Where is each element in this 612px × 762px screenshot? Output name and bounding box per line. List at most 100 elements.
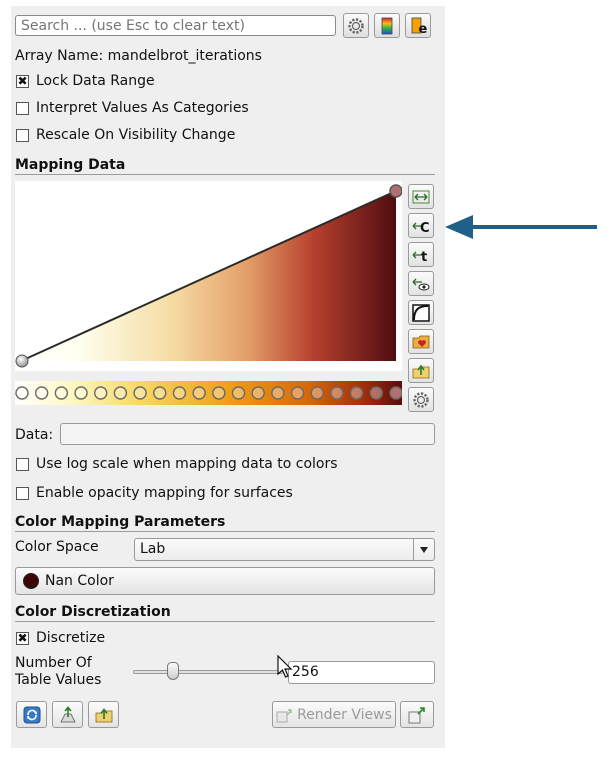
gear-icon	[413, 391, 429, 408]
table-values-label-line2: Table Values	[15, 672, 102, 688]
color-node[interactable]	[310, 386, 324, 400]
nan-color-label: Nan Color	[45, 573, 114, 589]
color-space-select[interactable]: Lab	[134, 538, 435, 561]
opacity-transfer-function-editor[interactable]	[15, 181, 402, 371]
render-views-icon	[276, 708, 292, 722]
color-node[interactable]	[34, 386, 49, 400]
restore-defaults-button[interactable]	[88, 701, 119, 728]
color-mapping-divider	[15, 531, 435, 532]
color-node[interactable]	[369, 386, 384, 400]
render-views-label: Render Views	[297, 706, 392, 723]
color-legend-icon	[381, 17, 393, 34]
choose-preset-button[interactable]	[408, 329, 434, 354]
rescale-to-visible-range-button[interactable]	[408, 271, 434, 296]
visible-range-eye-icon	[412, 278, 430, 290]
mapping-data-heading: Mapping Data	[15, 157, 126, 173]
toggle-color-legend-button[interactable]	[374, 13, 400, 38]
svg-text:t: t	[421, 250, 427, 263]
update-ranges-button[interactable]	[16, 701, 47, 728]
choose-preset-curve-button[interactable]	[408, 300, 434, 325]
edit-color-legend-button[interactable]: e	[405, 13, 431, 38]
color-node[interactable]	[192, 386, 206, 400]
log-scale-checkbox[interactable]	[16, 458, 29, 471]
nan-color-swatch	[23, 573, 39, 589]
data-label: Data:	[15, 427, 54, 443]
lock-data-range-label: Lock Data Range	[36, 73, 155, 89]
color-node[interactable]	[94, 386, 108, 400]
color-node[interactable]	[15, 386, 29, 400]
discretize-checkbox[interactable]: ✖	[16, 631, 29, 645]
color-node[interactable]	[212, 386, 226, 400]
save-as-default-button[interactable]	[52, 701, 83, 728]
discretize-label: Discretize	[36, 630, 106, 646]
table-values-slider-handle[interactable]	[167, 662, 179, 680]
opacity-mapping-label: Enable opacity mapping for surfaces	[36, 485, 293, 501]
color-node[interactable]	[389, 386, 402, 400]
color-discretization-heading: Color Discretization	[15, 604, 171, 620]
presets-heart-icon	[412, 335, 430, 348]
advanced-settings-gear-button[interactable]	[408, 387, 434, 412]
folder-arrow-icon	[95, 707, 112, 722]
color-space-label: Color Space	[15, 539, 99, 555]
color-node[interactable]	[153, 386, 167, 400]
save-default-icon	[59, 705, 76, 722]
render-views-button[interactable]: Render Views	[272, 701, 396, 728]
opacity-mapping-checkbox[interactable]	[16, 487, 29, 500]
auto-render-toggle-button[interactable]	[400, 701, 434, 728]
refresh-icon	[23, 706, 40, 723]
table-values-slider-track[interactable]	[133, 670, 283, 674]
annotation-arrow-head	[445, 215, 473, 239]
color-node[interactable]	[251, 386, 265, 400]
interpret-categories-checkbox[interactable]	[16, 102, 29, 115]
annotation-arrow-shaft	[469, 225, 597, 229]
folder-arrow-icon	[412, 364, 430, 378]
lock-data-range-checkbox[interactable]: ✖	[16, 74, 29, 88]
color-node[interactable]	[133, 386, 147, 400]
table-values-value: 256	[292, 664, 319, 680]
array-name-label: Array Name: mandelbrot_iterations	[15, 48, 262, 64]
color-node[interactable]	[349, 386, 364, 400]
rescale-range-icon	[412, 190, 430, 203]
rescale-visibility-checkbox[interactable]	[16, 129, 29, 142]
nan-color-button[interactable]: Nan Color	[15, 567, 435, 595]
color-map-editor-panel: e Array Name: mandelbrot_iterations ✖ Lo…	[11, 6, 445, 748]
color-transfer-function-bar[interactable]	[15, 379, 402, 407]
svg-text:C: C	[420, 221, 430, 234]
table-values-label-line1: Number Of	[15, 655, 92, 671]
color-node[interactable]	[113, 386, 128, 400]
curve-icon	[412, 303, 430, 322]
temporal-range-t-icon: t	[412, 250, 427, 263]
svg-text:e: e	[419, 22, 428, 35]
rescale-to-custom-range-button[interactable]: C	[408, 213, 434, 238]
color-node[interactable]	[74, 386, 88, 400]
color-node[interactable]	[290, 386, 305, 400]
data-value-field[interactable]	[60, 423, 435, 445]
color-node[interactable]	[172, 386, 187, 400]
color-node[interactable]	[271, 386, 285, 400]
table-values-input[interactable]: 256	[288, 661, 435, 684]
color-mapping-heading: Color Mapping Parameters	[15, 514, 226, 530]
mapping-data-divider	[15, 174, 435, 175]
opacity-node[interactable]	[389, 184, 402, 198]
gear-icon	[348, 17, 364, 34]
edit-color-legend-icon: e	[411, 17, 428, 35]
color-gradient	[15, 381, 402, 405]
custom-range-c-icon: C	[412, 221, 430, 234]
dropdown-toggle[interactable]	[413, 539, 434, 560]
chevron-down-icon	[420, 546, 428, 553]
color-discretization-divider	[15, 621, 435, 622]
opacity-node[interactable]	[15, 354, 29, 368]
annotation-arrow	[445, 215, 597, 239]
advanced-gear-button[interactable]	[343, 13, 369, 38]
rescale-to-temporal-range-button[interactable]: t	[408, 242, 434, 267]
auto-render-icon	[408, 706, 425, 723]
search-input[interactable]	[15, 15, 336, 36]
color-space-value: Lab	[140, 541, 166, 557]
log-scale-label: Use log scale when mapping data to color…	[36, 456, 338, 472]
color-node[interactable]	[330, 386, 344, 400]
mouse-cursor-icon	[277, 655, 293, 678]
color-node[interactable]	[231, 386, 246, 400]
save-preset-button[interactable]	[408, 358, 434, 383]
rescale-to-data-range-button[interactable]	[408, 184, 434, 209]
color-node[interactable]	[54, 386, 69, 400]
